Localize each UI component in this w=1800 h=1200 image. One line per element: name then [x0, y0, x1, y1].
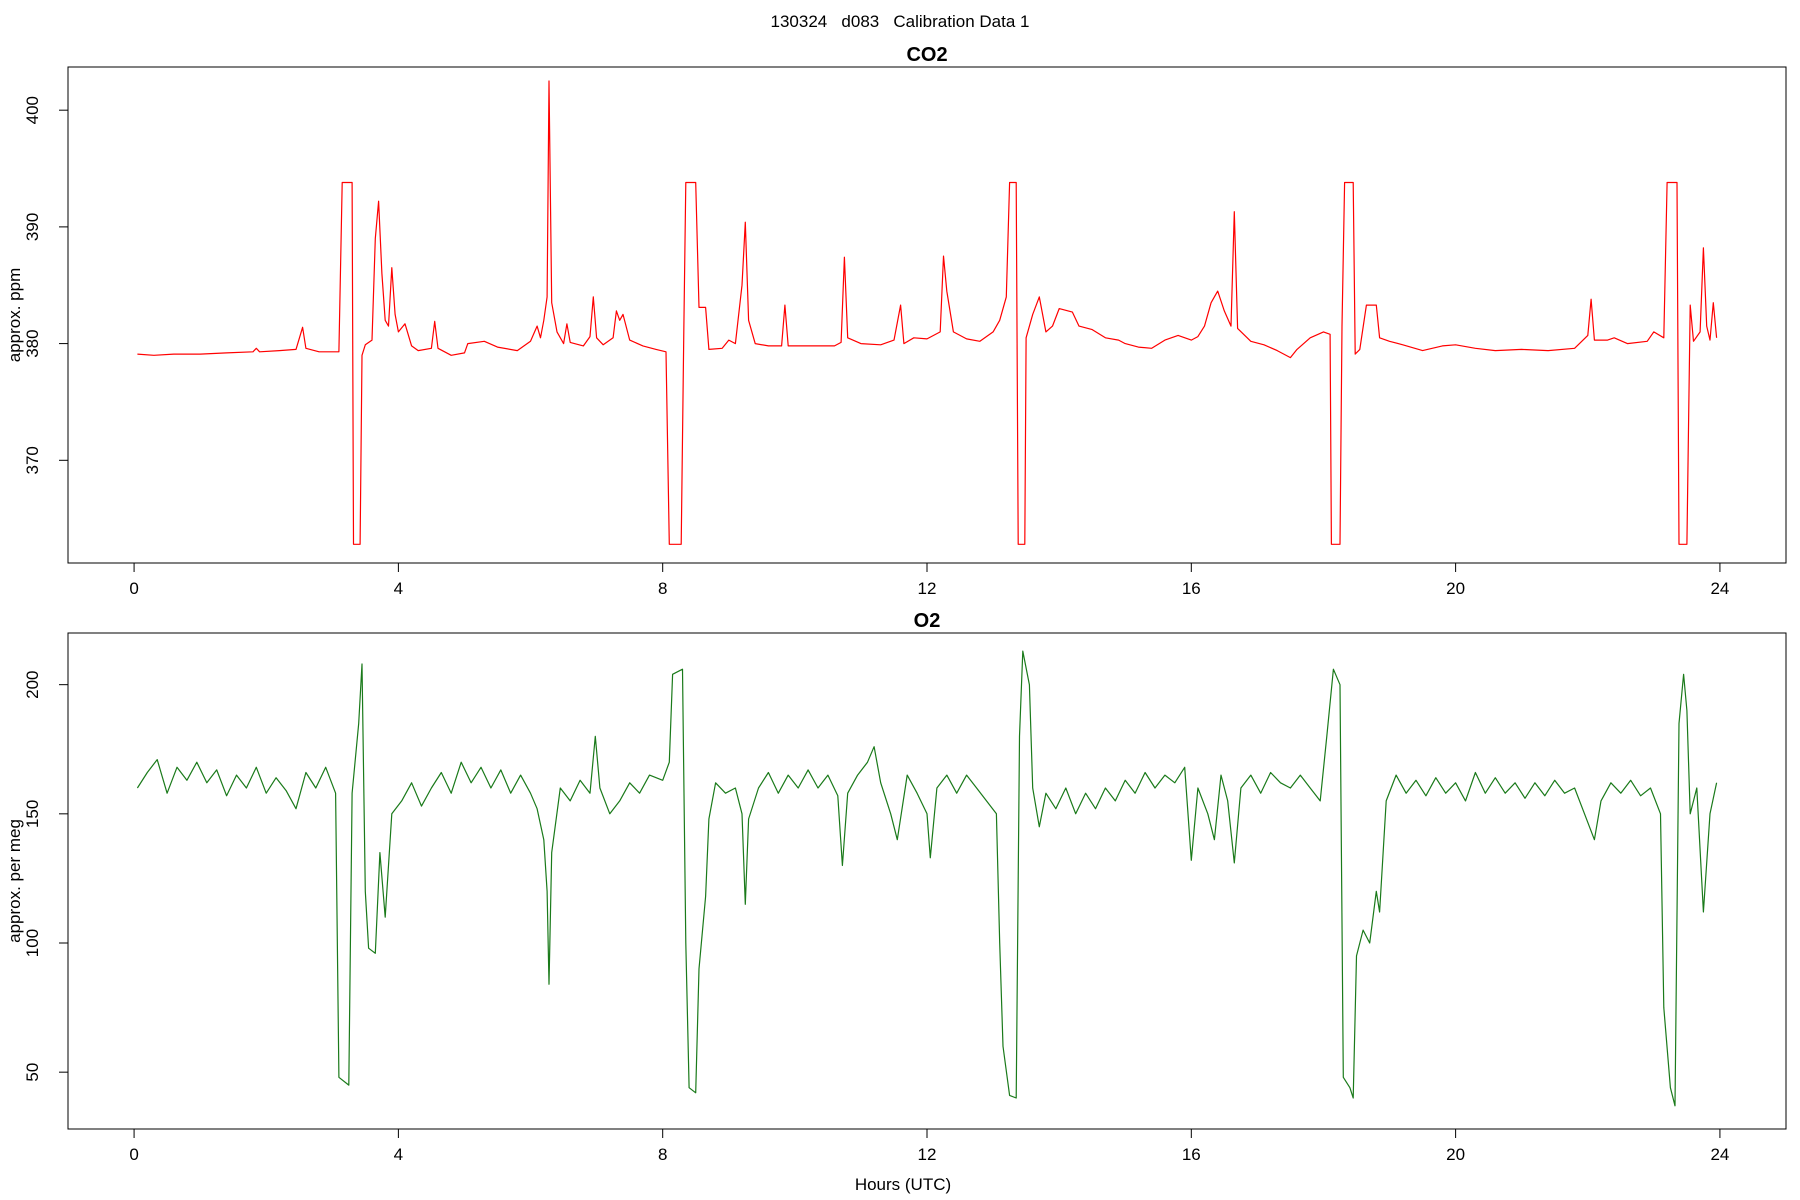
o2-plot-frame — [67, 632, 1787, 1130]
o2-y-tick-label: 100 — [23, 929, 42, 957]
co2-x-tick-label: 24 — [1710, 579, 1729, 598]
figure-title: 130324 d083 Calibration Data 1 — [770, 12, 1030, 31]
co2-y-axis-label: approx. ppm — [5, 268, 24, 363]
o2-y-tick-label: 150 — [23, 800, 42, 828]
o2-panel: O2 0 4 8 12 16 20 24 50 100 150 200 approx. per meg — [5, 610, 1787, 1164]
co2-y-tick-label: 380 — [23, 329, 42, 357]
o2-y-axis-label: approx. per meg — [5, 819, 24, 943]
co2-plot-frame — [67, 66, 1787, 564]
co2-x-tick-label: 4 — [394, 579, 403, 598]
o2-x-tick-label: 12 — [918, 1145, 937, 1164]
co2-panel: CO2 0 4 8 12 16 20 24 370 380 390 400 approx. ppm — [5, 44, 1787, 598]
co2-x-tick-label: 8 — [658, 579, 667, 598]
o2-y-tick-label: 200 — [23, 670, 42, 698]
co2-x-tick-label: 20 — [1446, 579, 1465, 598]
co2-panel-title: CO2 — [906, 44, 947, 66]
co2-y-tick-label: 370 — [23, 446, 42, 474]
o2-x-tick-label: 20 — [1446, 1145, 1465, 1164]
o2-y-tick-label: 50 — [23, 1063, 42, 1082]
o2-panel-title: O2 — [914, 610, 941, 632]
co2-y-tick-label: 390 — [23, 213, 42, 241]
o2-x-tick-label: 16 — [1182, 1145, 1201, 1164]
o2-series-line — [136, 650, 1718, 1107]
co2-x-tick-label: 0 — [129, 579, 138, 598]
x-axis-label: Hours (UTC) — [855, 1175, 951, 1194]
o2-x-tick-label: 0 — [129, 1145, 138, 1164]
co2-y-tick-label: 400 — [23, 96, 42, 124]
co2-x-tick-label: 12 — [918, 579, 937, 598]
co2-x-tick-label: 16 — [1182, 579, 1201, 598]
o2-x-tick-label: 24 — [1710, 1145, 1729, 1164]
o2-x-tick-label: 4 — [394, 1145, 403, 1164]
co2-series-line — [137, 80, 1718, 545]
o2-x-tick-label: 8 — [658, 1145, 667, 1164]
